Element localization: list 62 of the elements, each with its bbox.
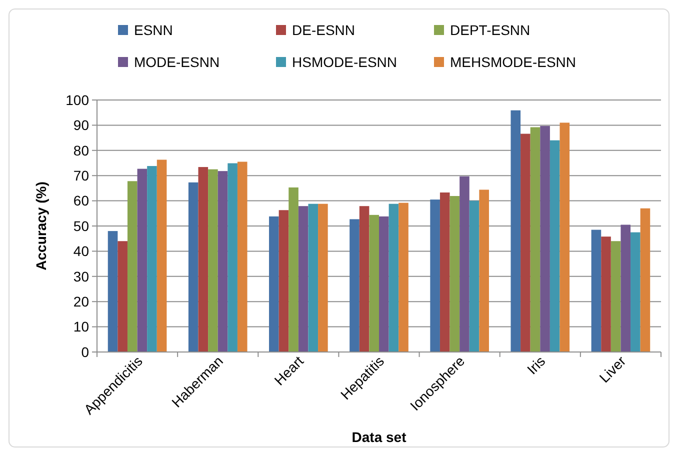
- bar: [198, 167, 208, 352]
- bar: [359, 206, 370, 352]
- legend-label: DEPT-ESNN: [450, 22, 530, 38]
- bar: [208, 169, 218, 352]
- bar: [278, 210, 289, 352]
- bar: [601, 236, 611, 352]
- legend-label: DE-ESNN: [292, 22, 356, 38]
- bar: [520, 134, 530, 352]
- bar: [510, 110, 521, 352]
- y-tick-label: 30: [73, 268, 90, 284]
- bar: [156, 160, 167, 352]
- bar: [218, 171, 228, 352]
- bar: [228, 163, 238, 352]
- y-tick-label: 100: [66, 92, 90, 108]
- y-tick-label: 20: [73, 294, 90, 310]
- bar: [288, 187, 298, 352]
- bar: [610, 241, 621, 352]
- x-tick-label: Iris: [524, 352, 548, 378]
- bar: [298, 206, 308, 352]
- bar: [379, 216, 389, 352]
- y-tick-label: 60: [73, 192, 90, 209]
- bar: [620, 224, 631, 352]
- bar: [479, 190, 489, 352]
- y-axis-title: Accuracy (%): [33, 182, 49, 270]
- bar: [398, 202, 408, 352]
- bar: [460, 176, 470, 352]
- bar: [137, 168, 148, 352]
- bar: [318, 204, 328, 352]
- bar: [388, 204, 399, 352]
- bar: [630, 232, 640, 352]
- y-tick-label: 40: [73, 243, 90, 260]
- bar: [308, 204, 318, 352]
- bar: [591, 230, 602, 352]
- bar: [147, 166, 157, 352]
- y-tick-label: 10: [73, 318, 90, 335]
- bar: [450, 196, 460, 352]
- bar: [237, 162, 248, 352]
- bar: [469, 200, 480, 352]
- legend-label: MEHSMODE-ESNN: [450, 54, 576, 70]
- bar: [118, 241, 128, 352]
- y-tick-label: 80: [73, 142, 90, 158]
- bar: [550, 140, 560, 352]
- y-tick-label: 50: [73, 218, 90, 234]
- bar: [530, 127, 540, 352]
- y-tick-label: 90: [73, 117, 90, 134]
- legend-label: MODE-ESNN: [134, 54, 220, 70]
- bar: [188, 182, 198, 352]
- bar: [640, 208, 650, 352]
- bar: [269, 216, 279, 352]
- bar: [369, 214, 379, 352]
- y-tick-label: 0: [81, 344, 90, 360]
- bar: [108, 231, 118, 352]
- y-tick-label: 70: [73, 168, 90, 184]
- bar: [540, 126, 550, 352]
- bar: [350, 219, 360, 352]
- legend-label: ESNN: [134, 22, 173, 38]
- legend-label: HSMODE-ESNN: [292, 54, 398, 70]
- bar: [440, 192, 450, 352]
- bar: [430, 200, 440, 352]
- bar: [560, 122, 570, 352]
- x-axis-title: Data set: [352, 429, 407, 445]
- bar: [127, 181, 138, 352]
